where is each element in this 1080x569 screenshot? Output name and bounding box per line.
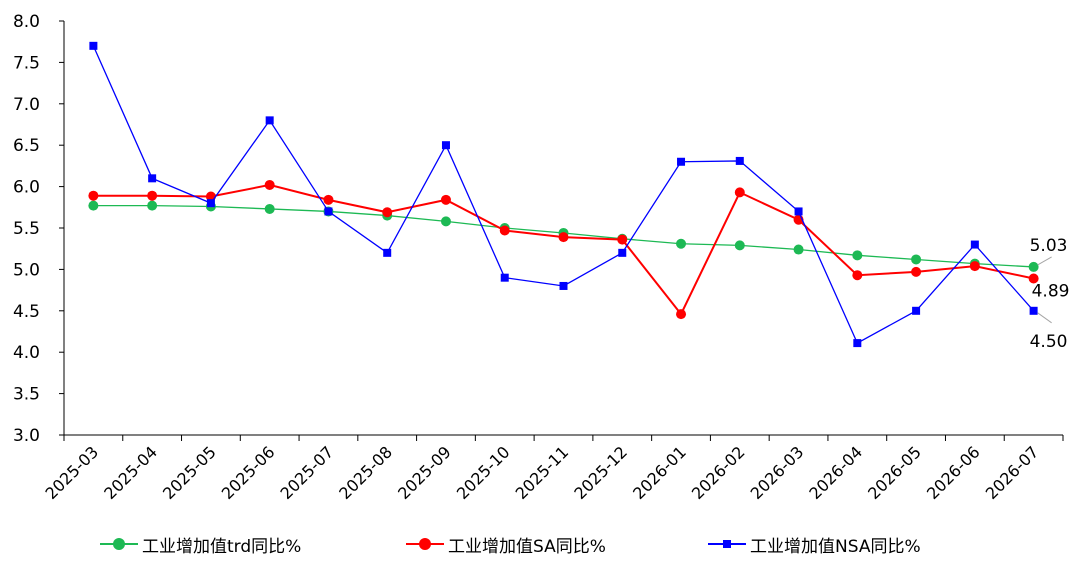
data-point [89,41,98,50]
end-label-sa: 4.89 [1032,282,1070,302]
y-tick-label: 6.0 [13,178,40,198]
x-tick-label: 2025-11 [512,442,573,503]
legend-label-sa: 工业增加值SA同比% [448,536,606,557]
series-line [92,45,1035,345]
data-point [88,190,99,201]
y-tick-label: 3.5 [13,385,40,405]
data-point [734,240,745,251]
legend-marker-sa [419,538,431,550]
y-tick-label: 5.0 [13,260,40,280]
x-tick-label: 2025-05 [159,442,220,503]
data-point [852,270,863,281]
data-point [558,232,569,243]
x-tick-label: 2025-10 [453,442,514,503]
data-point [1028,261,1039,272]
data-point [677,157,686,166]
y-tick-label: 5.5 [13,219,40,239]
y-tick-label: 6.5 [13,136,40,156]
data-point [676,238,687,249]
data-point [264,179,275,190]
x-tick-label: 2025-06 [218,442,279,503]
data-point [499,225,510,236]
data-point [735,156,744,165]
legend-label-trd: 工业增加值trd同比% [142,536,302,557]
y-tick-label: 4.0 [13,343,40,363]
data-point [676,309,687,320]
x-tick-label: 2026-02 [688,442,749,503]
data-point [617,234,628,245]
series-line [93,183,1034,316]
x-tick-label: 2026-03 [747,442,808,503]
y-tick-label: 8.0 [13,12,40,32]
data-point [264,203,275,214]
y-tick-label: 3.0 [13,426,40,446]
legend-symbol-trd [100,534,138,554]
x-tick-label: 2025-09 [394,442,455,503]
x-tick-label: 2025-07 [277,442,338,503]
y-tick-label: 7.0 [13,95,40,115]
data-point [440,194,451,205]
end-label-leader [1037,312,1052,324]
plot-area [88,41,1039,348]
data-point [88,200,99,211]
data-point [912,306,921,315]
data-point [147,200,158,211]
x-tick-label: 2026-05 [864,442,925,503]
data-point [969,261,980,272]
data-point [1029,306,1038,315]
data-point [911,254,922,265]
data-point [500,273,509,282]
series-2 [89,41,1038,348]
end-label-trd: 5.03 [1030,236,1068,256]
y-tick-label: 4.5 [13,302,40,322]
data-point [265,116,274,125]
x-tick-label: 2025-03 [41,442,102,503]
legend-symbol-sa [406,534,444,554]
data-point [852,250,863,261]
data-point [323,194,334,205]
x-tick-label: 2025-12 [570,442,631,503]
data-point [382,207,393,218]
x-tick-label: 2026-04 [805,442,866,503]
data-point [618,248,627,257]
legend-marker-nsa [723,540,731,548]
end-value-labels: 5.03 4.89 4.50 [1030,236,1070,352]
legend-marker-trd [113,538,125,550]
y-axis-tick-labels: 3.0 3.5 4.0 4.5 5.0 5.5 6.0 6.5 7.0 7.5 8.0 [13,12,40,446]
legend-item-sa: 工业增加值SA同比% [406,530,606,558]
data-point [148,174,157,183]
data-point [911,266,922,277]
line-chart: 3.0 3.5 4.0 4.5 5.0 5.5 6.0 6.5 7.0 7.5 8.0 2025-0… [13,12,1070,503]
data-point [734,187,745,198]
x-tick-label: 2026-06 [923,442,984,503]
axes [59,20,1064,441]
data-point [559,281,568,290]
legend-item-trd: 工业增加值trd同比% [100,530,301,558]
legend-label-nsa: 工业增加值NSA同比% [750,536,921,557]
x-tick-label: 2026-07 [982,442,1043,503]
data-point [440,216,451,227]
data-point [1028,273,1039,284]
end-label-leader [1037,256,1052,266]
data-point [206,199,215,208]
y-tick-label: 7.5 [13,53,40,73]
end-label-nsa: 4.50 [1030,332,1068,352]
x-tick-label: 2025-08 [335,442,396,503]
data-point [853,339,862,348]
legend-symbol-nsa [708,534,746,554]
data-point [794,207,803,216]
data-point [324,207,333,216]
data-point [383,248,392,257]
data-point [793,244,804,255]
legend-item-nsa: 工业增加值NSA同比% [708,530,921,558]
data-point [970,240,979,249]
x-tick-label: 2026-01 [629,442,690,503]
data-point [441,141,450,150]
data-point [147,190,158,201]
legend: 工业增加值trd同比% 工业增加值SA同比% 工业增加值NSA同比% [0,530,1080,558]
x-tick-label: 2025-04 [100,442,161,503]
series-1 [88,179,1039,320]
x-axis-tick-labels: 2025-032025-042025-052025-062025-072025-… [41,442,1042,503]
